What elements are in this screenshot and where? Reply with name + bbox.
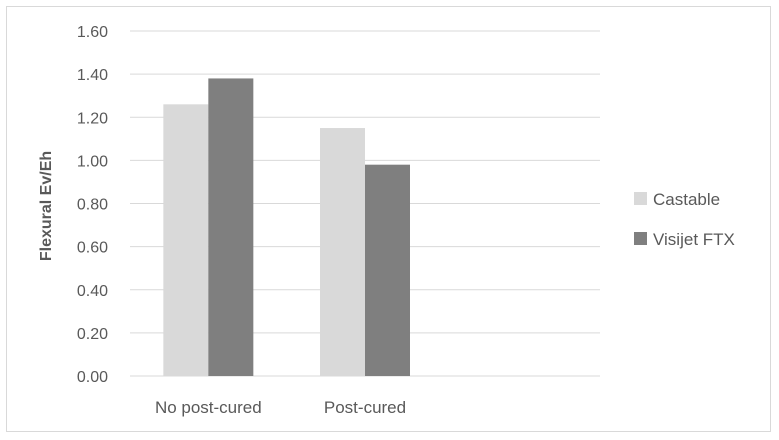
y-axis-title: Flexural Ev/Eh	[38, 151, 55, 261]
legend-swatch	[634, 232, 647, 245]
legend-entry: Visijet FTX	[653, 230, 735, 249]
y-tick-label: 1.40	[77, 67, 108, 84]
y-tick-label: 1.00	[77, 153, 108, 170]
y-tick-label: 0.80	[77, 197, 108, 214]
x-category-label: Post-cured	[324, 398, 406, 417]
legend-entry: Castable	[653, 190, 720, 209]
bars	[163, 78, 410, 376]
x-category-labels: No post-cured Post-cured	[155, 398, 406, 417]
y-tick-label: 0.00	[77, 369, 108, 386]
y-tick-label: 0.40	[77, 283, 108, 300]
bar-visijet-ftx	[365, 164, 410, 376]
y-tick-label: 1.60	[77, 24, 108, 41]
y-tick-label: 0.20	[77, 326, 108, 343]
y-tick-label: 1.20	[77, 110, 108, 127]
legend-swatch	[634, 192, 647, 205]
bar-visijet-ftx	[208, 78, 254, 376]
y-tick-label: 0.60	[77, 240, 108, 257]
bar-castable	[163, 104, 209, 376]
bar-castable	[320, 128, 365, 376]
y-tick-labels: 0.00 0.20 0.40 0.60 0.80 1.00 1.20 1.40 1.60	[77, 24, 108, 386]
legend: Castable Visijet FTX	[634, 190, 735, 249]
x-category-label: No post-cured	[155, 398, 262, 417]
